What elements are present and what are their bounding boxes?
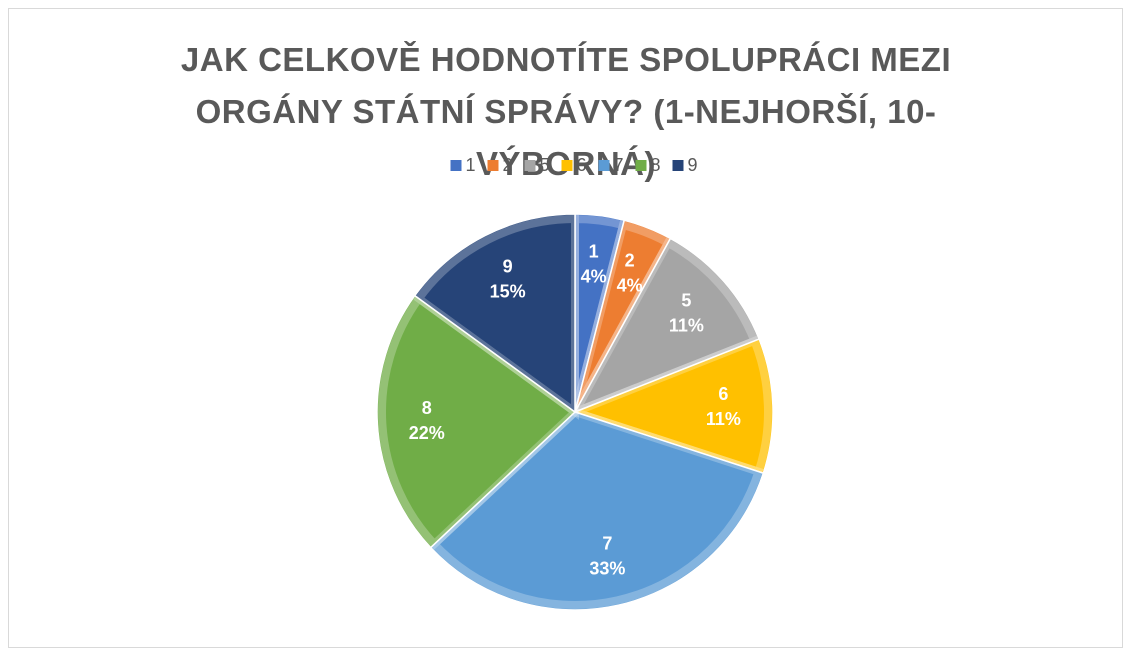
slice-edge xyxy=(566,237,760,420)
pie-slice xyxy=(573,237,761,414)
legend-label: 5 xyxy=(540,155,550,175)
pie-slice xyxy=(572,338,774,475)
slice-edge xyxy=(428,407,764,609)
legend-label: 9 xyxy=(688,155,698,175)
slice-edge xyxy=(563,335,772,477)
slice-edge xyxy=(378,292,582,550)
slice-category: 7 xyxy=(602,534,612,554)
legend-swatch xyxy=(672,160,684,171)
pie-slice xyxy=(413,213,576,414)
slice-value: 33% xyxy=(589,559,625,579)
legend-label: 6 xyxy=(577,155,587,175)
slice-value: 15% xyxy=(490,281,526,301)
slice-value: 4% xyxy=(617,276,643,296)
slice-value: 11% xyxy=(706,409,741,429)
slice-edge xyxy=(413,214,579,420)
pie-slice xyxy=(376,294,577,549)
legend-swatch xyxy=(487,160,499,171)
legend-swatch xyxy=(598,160,610,171)
slice-category: 2 xyxy=(625,251,635,271)
legend-label: 8 xyxy=(651,155,661,175)
legend-label: 7 xyxy=(614,155,624,175)
slice-category: 6 xyxy=(718,384,728,404)
legend-swatch xyxy=(524,160,536,171)
pie-slice xyxy=(429,411,765,611)
legend-swatch xyxy=(450,160,462,171)
slice-value: 11% xyxy=(669,316,704,336)
slice-category: 5 xyxy=(681,291,691,311)
slice-value: 22% xyxy=(409,423,445,443)
slice-value: 4% xyxy=(581,266,607,286)
page: {"chart_data": {"type": "pie", "title": … xyxy=(8,8,1123,648)
legend-swatch xyxy=(561,160,573,171)
slice-category: 9 xyxy=(503,256,513,276)
legend-swatch xyxy=(635,160,647,171)
chart: 1 2 5 6 7 8 9 1 4% 2 4% 5 11% 6 11% 7 33% 8 22% 9 15% xyxy=(376,155,774,611)
chart-title: JAK CELKOVĚ HODNOTÍTE SPOLUPRÁCI MEZI OR… xyxy=(180,41,952,182)
legend-label: 2 xyxy=(503,155,513,175)
slice-category: 1 xyxy=(589,241,599,261)
legend-label: 1 xyxy=(466,155,476,175)
slice-category: 8 xyxy=(422,398,432,418)
